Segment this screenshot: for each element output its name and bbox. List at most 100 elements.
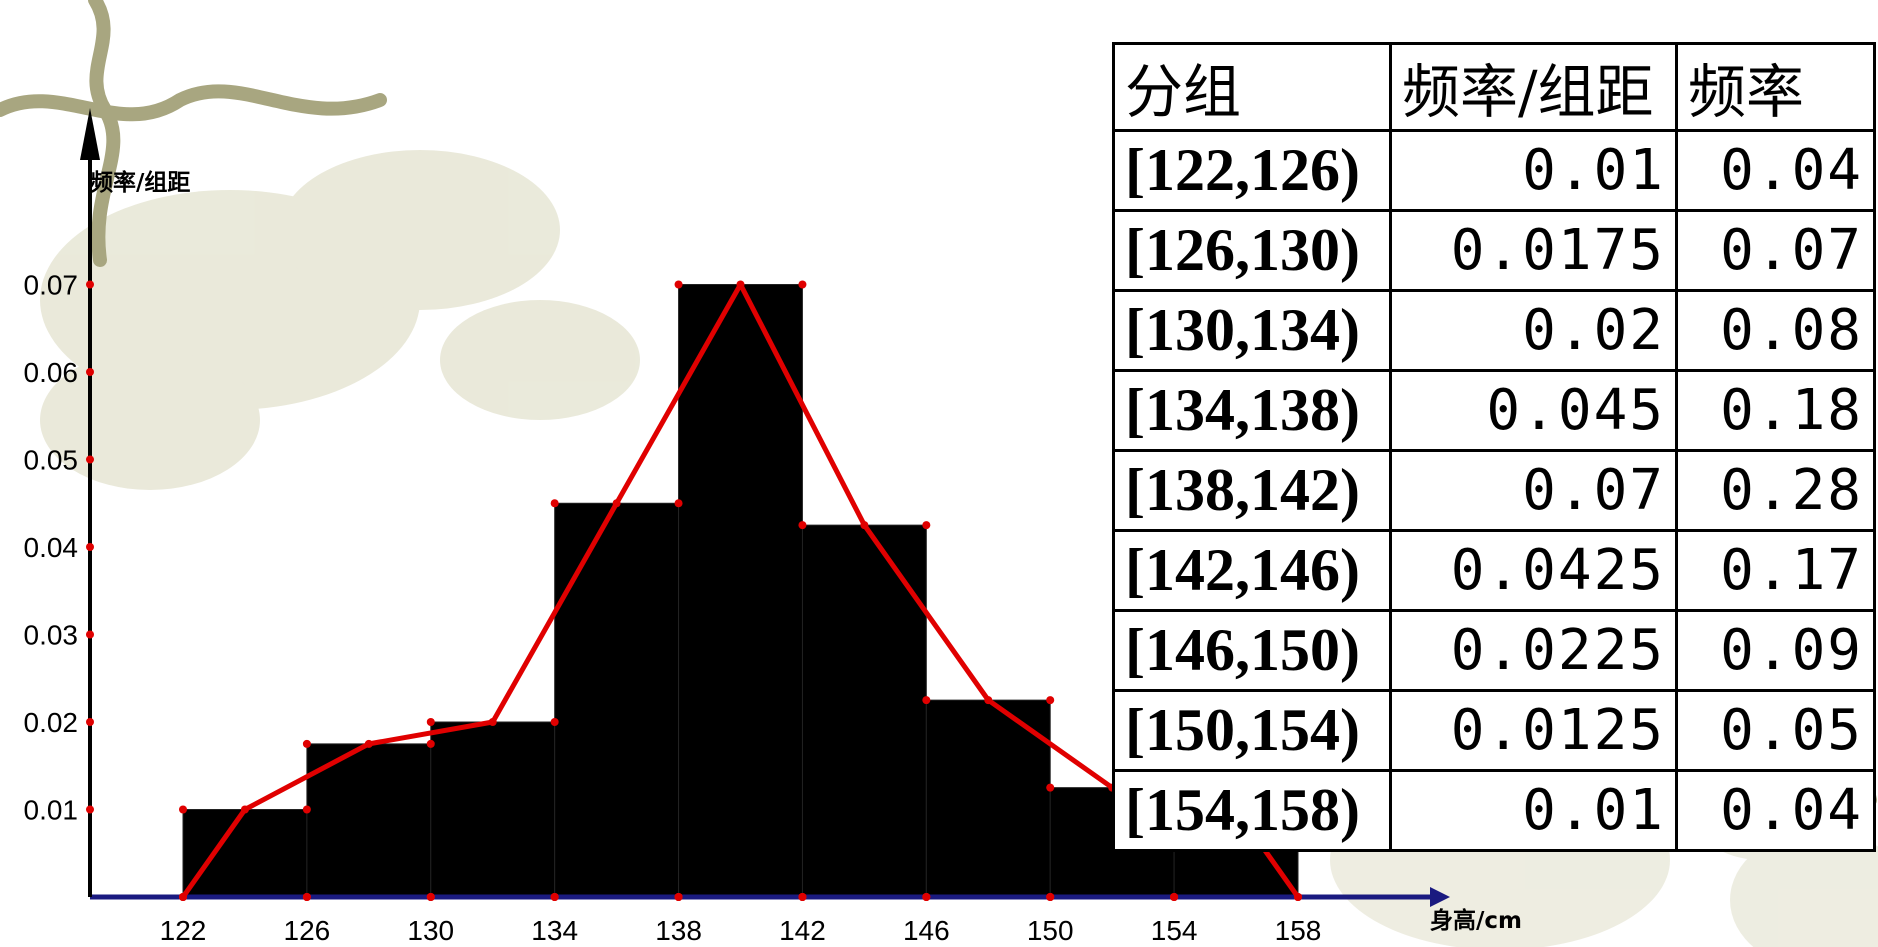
histogram-bar [554, 502, 680, 898]
bar-corner-dot [1170, 893, 1179, 901]
group-cell: [134,138) [1112, 369, 1392, 452]
y-axis-label: 频率/组距 [90, 169, 190, 196]
polygon-point [612, 499, 621, 508]
table-row: [130,134) 0.02 0.08 [1112, 289, 1876, 372]
y-tick-label: 0.05 [24, 445, 79, 476]
bar-corner-dot [179, 893, 187, 901]
group-cell: [142,146) [1112, 529, 1392, 612]
histogram-bar [182, 809, 308, 898]
y-tick-label: 0.04 [24, 532, 79, 563]
bar-corner-dot [302, 739, 311, 748]
density-cell: 0.01 [1389, 769, 1678, 852]
bar-corner-dot [302, 805, 311, 814]
bar-corner-dot [426, 739, 435, 748]
y-tick-dot [86, 368, 94, 376]
bar-corner-dot [550, 499, 559, 508]
polygon-point [240, 805, 249, 814]
frequency-cell: 0.08 [1675, 289, 1876, 372]
polygon-point [488, 718, 497, 726]
table-row: [154,158) 0.01 0.04 [1112, 769, 1876, 852]
histogram-bars [182, 284, 1299, 898]
table-row: [146,150) 0.0225 0.09 [1112, 609, 1876, 692]
table-header-row: 分组 频率/组距 频率 [1112, 42, 1876, 132]
density-cell: 0.0225 [1389, 609, 1678, 692]
density-cell: 0.0175 [1389, 209, 1678, 292]
bar-corner-dot [302, 893, 311, 901]
histogram-bar [430, 721, 556, 898]
y-tick-dot [86, 280, 94, 289]
bar-corner-dot [674, 893, 683, 901]
frequency-cell: 0.05 [1675, 689, 1876, 772]
x-tick-label: 142 [779, 915, 826, 946]
bar-corner-dot [1294, 893, 1302, 901]
density-cell: 0.01 [1389, 129, 1678, 212]
density-cell: 0.07 [1389, 449, 1678, 532]
table-row: [126,130) 0.0175 0.07 [1112, 209, 1876, 292]
histogram-bar [678, 284, 803, 898]
y-tick-label: 0.02 [24, 707, 79, 738]
group-cell: [130,134) [1112, 289, 1392, 372]
y-tick-dot [86, 455, 94, 464]
group-cell: [138,142) [1112, 449, 1392, 532]
bar-corner-dot [550, 893, 559, 901]
polygon-point [984, 696, 993, 705]
polygon-point [860, 521, 869, 530]
axis-ticks: 122 126 130 134 138 142 146 150 154 158 0.01 0.02 0.… [24, 270, 1322, 947]
x-tick-label: 134 [531, 915, 578, 946]
x-tick-label: 158 [1275, 915, 1322, 946]
x-tick-label: 126 [284, 915, 331, 946]
y-tick-label: 0.06 [24, 357, 79, 388]
table-row: [138,142) 0.07 0.28 [1112, 449, 1876, 532]
bar-corner-dot [798, 893, 807, 901]
frequency-table: 分组 频率/组距 频率 [122,126) 0.01 0.04 [126,130… [1112, 42, 1876, 852]
y-tick-dot [86, 543, 94, 551]
frequency-cell: 0.07 [1675, 209, 1876, 292]
polygon-point [364, 739, 373, 748]
header-density: 频率/组距 [1389, 42, 1678, 132]
table-row: [150,154) 0.0125 0.05 [1112, 689, 1876, 772]
group-cell: [122,126) [1112, 129, 1392, 212]
density-cell: 0.0425 [1389, 529, 1678, 612]
y-tick-label: 0.03 [24, 620, 79, 651]
bar-corner-dot [674, 499, 683, 508]
polygon-point [736, 280, 745, 289]
leaf-shadow-top-left [40, 150, 640, 490]
frequency-cell: 0.04 [1675, 769, 1876, 852]
y-tick-dot [86, 630, 94, 639]
table-row: [134,138) 0.045 0.18 [1112, 369, 1876, 452]
bar-corner-dot [426, 893, 435, 901]
y-tick-label: 0.01 [24, 795, 79, 826]
group-cell: [146,150) [1112, 609, 1392, 692]
group-cell: [126,130) [1112, 209, 1392, 292]
bar-corner-dot [1046, 783, 1055, 792]
x-tick-label: 150 [1027, 915, 1074, 946]
y-tick-dot [86, 718, 94, 726]
bar-corner-dot [674, 280, 683, 289]
x-tick-label: 146 [903, 915, 950, 946]
histogram-bar [801, 524, 927, 898]
bar-corner-dot [550, 718, 559, 726]
table-row: [122,126) 0.01 0.04 [1112, 129, 1876, 212]
table-row: [142,146) 0.0425 0.17 [1112, 529, 1876, 612]
density-cell: 0.045 [1389, 369, 1678, 452]
density-cell: 0.02 [1389, 289, 1678, 372]
x-axis-arrow [1430, 887, 1450, 907]
x-tick-label: 138 [655, 915, 702, 946]
chart-axes [80, 108, 1450, 907]
frequency-cell: 0.04 [1675, 129, 1876, 212]
x-tick-label: 122 [160, 915, 207, 946]
bar-corner-dot [1046, 696, 1055, 705]
bar-corner-dot [922, 696, 931, 705]
bar-corner-dot [798, 280, 807, 289]
y-tick-dot [86, 805, 94, 814]
bar-corner-dot [179, 805, 187, 814]
y-tick-label: 0.07 [24, 270, 79, 301]
x-tick-label: 130 [407, 915, 454, 946]
header-group: 分组 [1112, 42, 1392, 132]
group-cell: [154,158) [1112, 769, 1392, 852]
density-cell: 0.0125 [1389, 689, 1678, 772]
frequency-cell: 0.17 [1675, 529, 1876, 612]
x-axis-label: 身高/cm [1430, 907, 1522, 934]
